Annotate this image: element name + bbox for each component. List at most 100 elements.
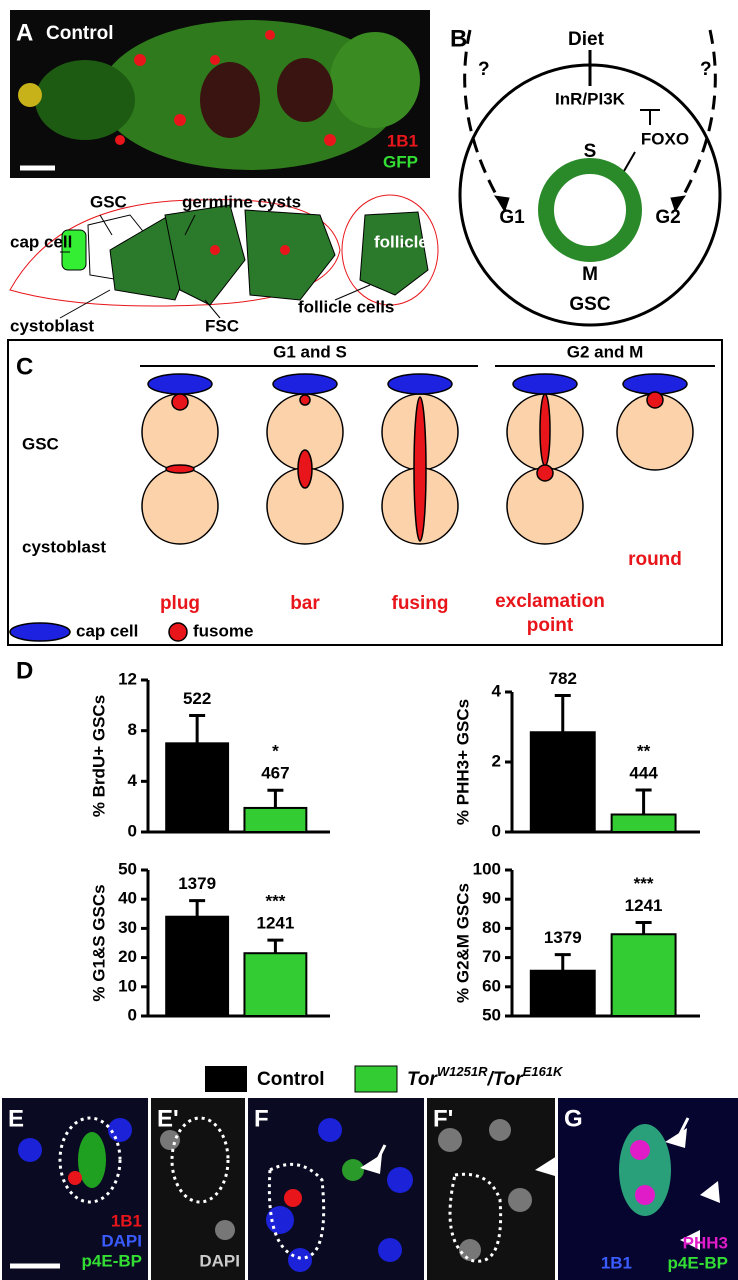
bar xyxy=(165,915,230,1017)
y-tick-label: 30 xyxy=(118,918,137,937)
panel-letter: D xyxy=(16,657,33,684)
y-tick-label: 10 xyxy=(118,976,137,995)
legend-label: cap cell xyxy=(76,621,138,640)
legend-label: fusome xyxy=(193,621,253,640)
significance-label: *** xyxy=(634,874,654,893)
count-label: 1241 xyxy=(625,896,663,915)
legend-part: E161K xyxy=(523,1064,564,1079)
fusome-diagram xyxy=(9,373,694,642)
micrographs xyxy=(2,1098,738,1280)
stage-label: bar xyxy=(290,593,320,614)
image-title: Control xyxy=(46,23,114,44)
y-axis-label: % BrdU+ GSCs xyxy=(89,695,108,817)
group-label: G2 and M xyxy=(567,342,644,361)
count-label: 1241 xyxy=(256,914,294,933)
legend-swatch xyxy=(354,1065,398,1093)
diagram-label: ? xyxy=(478,59,490,80)
legend-part: /Tor xyxy=(486,1069,524,1090)
stage-label: round xyxy=(628,549,682,570)
count-label: 467 xyxy=(261,764,289,783)
bar xyxy=(610,933,677,1017)
micrograph-a xyxy=(10,10,430,178)
panel-letter: G xyxy=(564,1105,583,1132)
diagram-label: Diet xyxy=(568,29,605,50)
y-tick-label: 70 xyxy=(482,947,501,966)
schematic-label: germline cysts xyxy=(182,192,301,211)
row-label: GSC xyxy=(22,434,59,453)
y-tick-label: 0 xyxy=(128,1005,137,1024)
diagram-label: G2 xyxy=(655,207,680,228)
stage-label: fusing xyxy=(392,593,449,614)
stain-label: DAPI xyxy=(101,1231,142,1250)
bar xyxy=(529,731,596,833)
panel-frame xyxy=(7,339,723,646)
y-tick-label: 8 xyxy=(128,720,137,739)
legend-label: TorW1251R/TorE161K xyxy=(407,1064,564,1090)
diagram-b xyxy=(458,29,722,327)
bar xyxy=(165,742,230,833)
y-tick-label: 80 xyxy=(482,918,501,937)
schematic-label: cystoblast xyxy=(10,316,94,335)
y-tick-label: 2 xyxy=(492,751,501,770)
panel-letter: F xyxy=(254,1105,269,1132)
stain-label: p4E-BP xyxy=(668,1253,728,1272)
y-tick-label: 40 xyxy=(118,889,137,908)
y-axis-label: % PHH3+ GSCs xyxy=(453,699,472,825)
count-label: 1379 xyxy=(178,874,216,893)
diagram-label: S xyxy=(584,141,597,162)
stain-label: GFP xyxy=(383,152,418,171)
schematic-label: follicle cells xyxy=(298,297,394,316)
y-tick-label: 60 xyxy=(482,976,501,995)
diagram-label: M xyxy=(582,264,598,285)
significance-label: ** xyxy=(637,741,651,760)
panel-letter: F' xyxy=(433,1105,453,1132)
diagram-label: GSC xyxy=(569,294,610,315)
count-label: 782 xyxy=(549,669,577,688)
y-tick-label: 12 xyxy=(118,669,137,688)
diagram-label: ? xyxy=(700,59,712,80)
stain-label: p4E-BP xyxy=(82,1251,142,1270)
stage-label: plug xyxy=(160,593,200,614)
schematic-label: GSC xyxy=(90,192,127,211)
count-label: 1379 xyxy=(544,928,582,947)
diagram-label: InR/PI3K xyxy=(555,89,626,108)
panel-letter: C xyxy=(16,353,33,380)
schematic-a xyxy=(9,194,439,319)
significance-label: * xyxy=(272,742,279,761)
stain-label: 1B1 xyxy=(387,131,418,150)
diagram-label: FOXO xyxy=(641,129,689,148)
y-tick-label: 100 xyxy=(473,859,501,878)
y-axis-label: % G1&S GSCs xyxy=(89,884,108,1001)
y-tick-label: 50 xyxy=(482,1005,501,1024)
panel-letter: E xyxy=(8,1105,24,1132)
legend-label: Control xyxy=(257,1069,325,1090)
stain-label: 1B1 xyxy=(111,1211,142,1230)
panel-letter: E' xyxy=(157,1105,179,1132)
group-label: G1 and S xyxy=(273,342,347,361)
y-tick-label: 0 xyxy=(128,821,137,840)
stain-label: DAPI xyxy=(199,1251,240,1270)
schematic-label: cap cell xyxy=(10,232,72,251)
schematic-label: FSC xyxy=(205,316,239,335)
panel-letter: A xyxy=(16,19,33,46)
panel-letter: B xyxy=(450,25,467,52)
bar xyxy=(610,813,677,833)
y-tick-label: 20 xyxy=(118,947,137,966)
y-tick-label: 50 xyxy=(118,859,137,878)
stage-label: exclamation point xyxy=(495,591,605,636)
bar xyxy=(529,969,596,1017)
diagram-label: G1 xyxy=(499,207,525,228)
stain-label: PHH3 xyxy=(683,1233,728,1252)
stage-label-box: exclamation point xyxy=(495,591,605,636)
stain-label: 1B1 xyxy=(601,1253,632,1272)
count-label: 522 xyxy=(183,689,211,708)
y-tick-label: 0 xyxy=(492,821,501,840)
legend-part: Tor xyxy=(407,1069,439,1090)
y-tick-label: 90 xyxy=(482,889,501,908)
schematic-label: follicle xyxy=(374,232,428,251)
count-label: 444 xyxy=(629,763,658,782)
y-axis-label: % G2&M GSCs xyxy=(453,883,472,1003)
y-tick-label: 4 xyxy=(128,771,138,790)
bar xyxy=(243,806,308,834)
